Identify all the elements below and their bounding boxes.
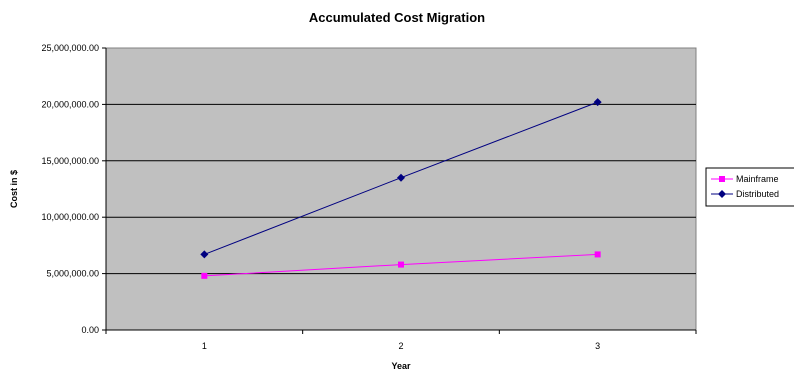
y-tick-label: 15,000,000.00 [41,156,99,166]
y-axis-label: Cost in $ [9,170,19,208]
x-axis-label: Year [391,361,411,371]
x-tick-label: 3 [595,341,600,351]
x-tick-label: 1 [202,341,207,351]
plot-area [105,47,697,331]
data-point-mainframe [201,272,208,279]
data-point-distributed [593,98,602,107]
y-tick-label: 0.00 [81,325,99,335]
axes: 0.00 5,000,000.00 10,000,000.00 15,000,000.… [41,43,697,351]
legend-box [705,167,794,207]
x-tick-label: 2 [398,341,403,351]
series [200,98,602,279]
chart-title: Accumulated Cost Migration [309,10,485,25]
data-point-distributed [200,250,209,259]
data-point-distributed [397,173,405,182]
legend-label-mainframe: Mainframe [736,174,779,184]
y-tick-label: 20,000,000.00 [41,99,99,109]
legend-marker-mainframe [719,176,725,182]
legend-marker-distributed [718,190,726,198]
y-tick-label: 5,000,000.00 [46,269,99,279]
legend: Mainframe Distributed [705,167,794,207]
data-point-mainframe [594,251,601,258]
y-tick-label: 10,000,000.00 [41,212,99,222]
legend-label-distributed: Distributed [736,189,779,199]
y-tick-label: 25,000,000.00 [41,43,99,53]
data-point-mainframe [398,261,404,268]
